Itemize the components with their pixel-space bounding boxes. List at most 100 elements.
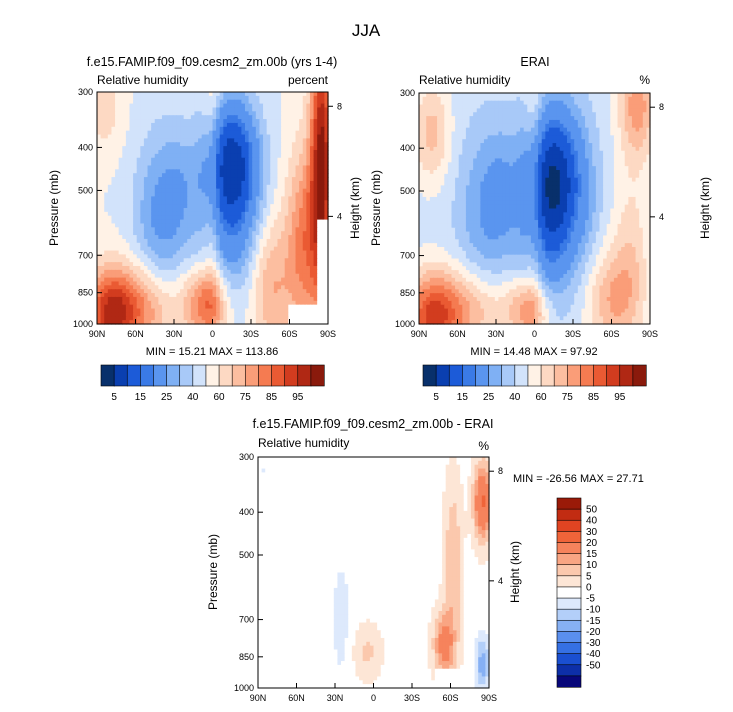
field-cell [237, 111, 242, 116]
field-cell [151, 296, 156, 302]
field-cell [595, 123, 601, 129]
field-cell [534, 135, 539, 140]
field-cell [104, 262, 109, 267]
field-cell [133, 188, 138, 194]
field-cell [241, 177, 246, 182]
field-cell [125, 192, 131, 197]
field-cell [241, 161, 246, 167]
field-cell [226, 130, 232, 136]
field-cell [111, 95, 116, 101]
field-cell [270, 266, 275, 271]
field-cell [133, 119, 138, 124]
field-cell [133, 126, 138, 132]
field-cell [476, 139, 481, 144]
field-cell [129, 92, 134, 97]
field-cell [136, 293, 141, 298]
field-cell [194, 180, 199, 186]
field-cell [295, 254, 300, 259]
field-cell [104, 119, 109, 124]
field-cell [136, 107, 141, 112]
field-cell [273, 200, 279, 205]
field-cell [552, 112, 557, 117]
field-cell [469, 127, 474, 133]
field-cell [107, 258, 113, 263]
field-cell [140, 115, 145, 120]
field-cell [639, 127, 644, 133]
field-cell [270, 157, 275, 163]
field-cell [147, 138, 152, 143]
field-cell [180, 308, 185, 313]
field-cell [273, 242, 279, 248]
field-cell [147, 196, 152, 201]
field-cell [136, 192, 141, 197]
field-cell [266, 254, 271, 259]
field-cell [201, 246, 206, 252]
field-cell [172, 266, 178, 271]
field-cell [169, 134, 174, 139]
field-cell [440, 135, 445, 140]
field-cell [281, 200, 286, 205]
field-cell [320, 150, 325, 155]
field-cell [577, 143, 583, 148]
field-cell [118, 316, 123, 321]
field-cell [151, 300, 156, 306]
field-cell [133, 289, 138, 294]
field-cell [219, 208, 224, 213]
field-cell [552, 116, 557, 121]
field-cell [176, 250, 181, 255]
field-cell [281, 266, 286, 271]
field-cell [476, 143, 481, 148]
field-cell [122, 161, 127, 167]
field-cell [111, 184, 116, 190]
field-cell [534, 139, 539, 144]
field-cell [455, 154, 460, 160]
field-cell [581, 96, 586, 102]
field-cell [277, 235, 282, 240]
field-cell [161, 111, 167, 116]
field-cell [309, 169, 315, 174]
field-cell [313, 242, 318, 248]
field-cell [190, 161, 196, 167]
field-cell [100, 153, 105, 159]
field-cell [180, 231, 185, 236]
field-cell [273, 289, 279, 294]
field-cell [143, 312, 149, 317]
field-cell [574, 112, 579, 117]
field-cell [161, 153, 167, 159]
field-cell [317, 293, 322, 298]
field-cell [317, 223, 322, 228]
field-cell [458, 123, 463, 129]
field-cell [541, 139, 546, 144]
field-cell [244, 273, 250, 279]
field-cell [302, 281, 307, 286]
field-cell [281, 208, 286, 213]
field-cell [324, 289, 329, 294]
field-cell [216, 273, 221, 279]
field-cell [183, 262, 188, 267]
field-cell [198, 269, 203, 275]
field-cell [538, 93, 543, 98]
field-cell [205, 223, 210, 228]
field-cell [180, 250, 185, 255]
field-cell [129, 215, 134, 221]
field-cell [154, 157, 159, 163]
field-cell [201, 238, 206, 244]
field-cell [125, 254, 131, 259]
field-cell [230, 289, 235, 294]
field-cell [241, 119, 246, 124]
field-cell [122, 165, 127, 170]
field-cell [559, 96, 564, 102]
field-cell [161, 130, 167, 136]
field-cell [223, 320, 228, 325]
field-cell [107, 95, 113, 101]
field-cell [187, 219, 192, 225]
field-cell [118, 146, 123, 151]
field-cell [545, 119, 550, 125]
field-cell [125, 269, 131, 275]
field-cell [136, 219, 141, 225]
field-cell [97, 146, 102, 151]
field-cell [201, 266, 206, 271]
field-cell [512, 131, 518, 136]
field-cell [147, 293, 152, 298]
field-cell [136, 231, 141, 236]
